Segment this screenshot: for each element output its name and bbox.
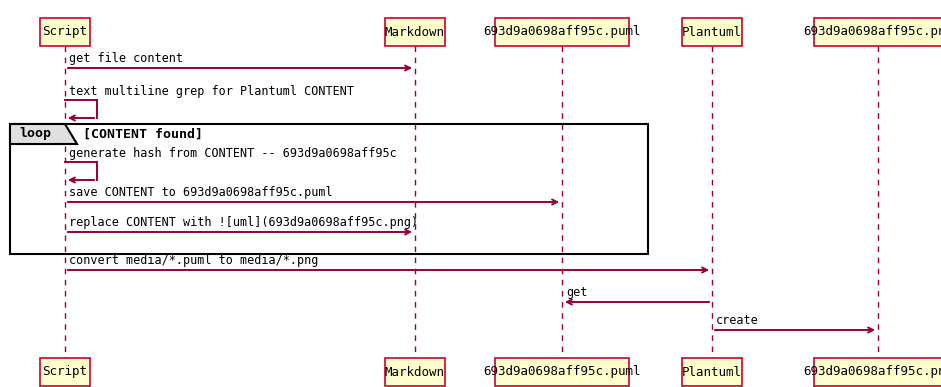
Text: convert media/*.puml to media/*.png: convert media/*.puml to media/*.png [69, 254, 318, 267]
Bar [495, 358, 629, 386]
Text: replace CONTENT with ![uml](693d9a0698aff95c.png): replace CONTENT with ![uml](693d9a0698af… [69, 216, 418, 229]
Polygon shape [10, 124, 77, 144]
Bar [10, 124, 648, 254]
Text: 693d9a0698aff95c.puml: 693d9a0698aff95c.puml [484, 365, 641, 378]
Text: Markdown: Markdown [385, 26, 445, 38]
Text: Markdown: Markdown [385, 365, 445, 378]
Bar [681, 18, 742, 46]
Text: Plantuml: Plantuml [682, 365, 742, 378]
Bar [40, 18, 89, 46]
Text: get file content: get file content [69, 52, 183, 65]
Bar [385, 358, 445, 386]
Bar [40, 358, 89, 386]
Text: Plantuml: Plantuml [682, 26, 742, 38]
Text: text multiline grep for Plantuml CONTENT: text multiline grep for Plantuml CONTENT [69, 85, 354, 98]
Text: [CONTENT found]: [CONTENT found] [83, 127, 203, 140]
Bar [385, 18, 445, 46]
Text: Script: Script [42, 365, 88, 378]
Text: get: get [566, 286, 587, 299]
Text: 693d9a0698aff95c.png: 693d9a0698aff95c.png [803, 365, 941, 378]
Text: 693d9a0698aff95c.puml: 693d9a0698aff95c.puml [484, 26, 641, 38]
Text: Script: Script [42, 26, 88, 38]
Bar [495, 18, 629, 46]
Bar [681, 358, 742, 386]
Bar [814, 358, 941, 386]
Text: loop: loop [20, 127, 52, 140]
Text: create: create [716, 314, 758, 327]
Text: generate hash from CONTENT -- 693d9a0698aff95c: generate hash from CONTENT -- 693d9a0698… [69, 147, 397, 160]
Bar [814, 18, 941, 46]
Text: save CONTENT to 693d9a0698aff95c.puml: save CONTENT to 693d9a0698aff95c.puml [69, 186, 332, 199]
Text: 693d9a0698aff95c.png: 693d9a0698aff95c.png [803, 26, 941, 38]
